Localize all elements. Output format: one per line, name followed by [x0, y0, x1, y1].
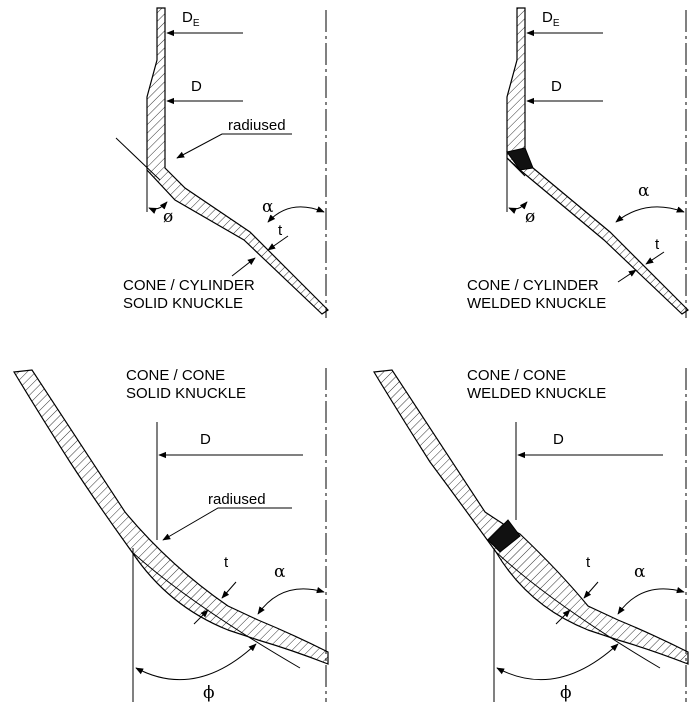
phi-arc — [135, 643, 257, 681]
weld — [506, 147, 534, 171]
caption-line-1: CONE / CYLINDER — [467, 277, 599, 294]
cone-outer-extension — [506, 157, 526, 177]
caption-line-1: CONE / CONE — [126, 367, 225, 384]
alpha-arc — [615, 206, 685, 223]
d-label: D — [191, 78, 202, 95]
de-label: DE — [182, 9, 200, 29]
shell-wall — [506, 7, 689, 315]
t-label: t — [224, 554, 229, 571]
caption-line-2: SOLID KNUCKLE — [123, 295, 243, 312]
cone-outer-extension — [115, 137, 161, 181]
t-label: t — [278, 222, 283, 239]
alpha-label: α — [634, 562, 646, 582]
phi-arc — [148, 201, 168, 214]
shell-wall — [146, 7, 329, 315]
de-label: DE — [542, 9, 560, 29]
outer-surface-line — [495, 551, 661, 669]
phi-label: ϕ — [203, 683, 215, 703]
caption-line-2: SOLID KNUCKLE — [126, 385, 246, 402]
panel-cone-cone-solid: D radiused t α ϕ CONE / CONE SOLID KNUCK… — [13, 367, 329, 703]
alpha-arc — [617, 586, 685, 615]
phi-label: ø — [163, 207, 173, 227]
radiused-leader — [176, 133, 292, 159]
t-leader-top — [583, 581, 599, 599]
d-label: D — [553, 431, 564, 448]
caption-line-2: WELDED KNUCKLE — [467, 295, 606, 312]
t-leader-top — [267, 235, 289, 251]
phi-label: ø — [525, 207, 535, 227]
radiused-label: radiused — [208, 491, 266, 508]
phi-label: ϕ — [560, 683, 572, 703]
shell-wall — [13, 369, 329, 665]
alpha-label: α — [262, 197, 274, 217]
t-leader-bottom — [193, 609, 209, 625]
shell-wall — [373, 369, 689, 665]
radiused-label: radiused — [228, 117, 286, 134]
t-leader-top — [645, 251, 665, 265]
caption-line-1: CONE / CYLINDER — [123, 277, 255, 294]
alpha-label: α — [638, 181, 650, 201]
t-leader-bottom — [231, 257, 256, 277]
d-label: D — [551, 78, 562, 95]
t-leader-bottom — [555, 609, 571, 625]
panel-cone-cone-welded: D t α ϕ CONE / CONE WELDED KNUCKLE — [373, 367, 689, 703]
t-leader-bottom — [617, 269, 637, 283]
t-label: t — [586, 554, 591, 571]
t-label: t — [655, 236, 660, 253]
panel-cone-cylinder-solid: DE D radiused α t ø CONE / CYLINDER SOLI… — [115, 7, 329, 318]
phi-arc — [508, 201, 528, 214]
caption-line-2: WELDED KNUCKLE — [467, 385, 606, 402]
weld — [487, 519, 521, 553]
t-leader-top — [221, 581, 237, 599]
alpha-arc — [257, 586, 325, 615]
panel-cone-cylinder-welded: DE D α t ø CONE / CYLINDER WELDED KNUCKL… — [467, 7, 689, 318]
d-label: D — [200, 431, 211, 448]
alpha-label: α — [274, 562, 286, 582]
phi-arc — [496, 643, 619, 681]
alpha-arc — [267, 206, 325, 223]
caption-line-1: CONE / CONE — [467, 367, 566, 384]
radiused-leader — [162, 507, 292, 541]
outer-surface-line — [131, 551, 301, 669]
